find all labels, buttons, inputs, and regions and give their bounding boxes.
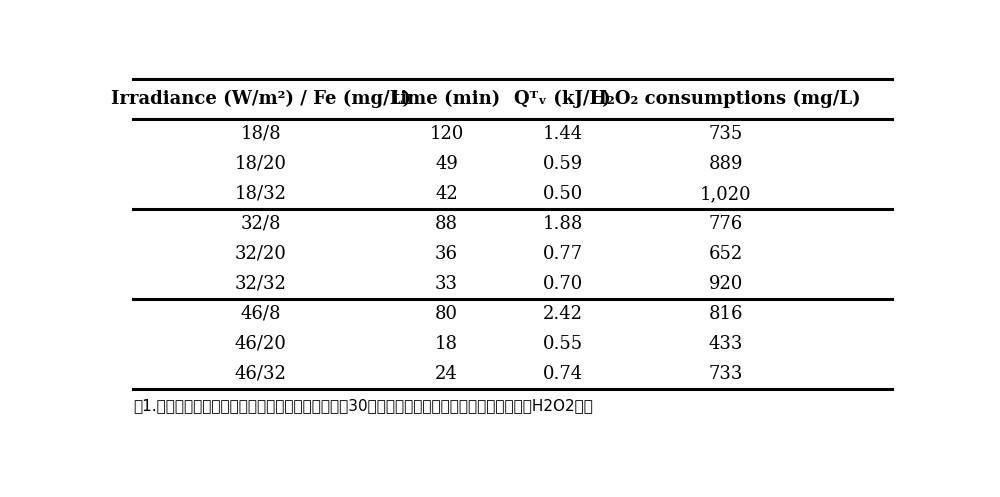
Text: Qᵁᵥ (kJ/L): Qᵁᵥ (kJ/L)	[514, 90, 611, 108]
Text: 1.88: 1.88	[543, 215, 583, 233]
Text: 733: 733	[708, 365, 743, 383]
Text: 0.55: 0.55	[543, 335, 583, 353]
Text: 120: 120	[429, 125, 464, 143]
Text: 18/8: 18/8	[240, 125, 281, 143]
Text: 889: 889	[708, 155, 743, 173]
Text: 24: 24	[435, 365, 458, 383]
Text: 0.59: 0.59	[543, 155, 583, 173]
Text: 88: 88	[435, 215, 458, 233]
Text: 18: 18	[435, 335, 458, 353]
Text: 18/32: 18/32	[235, 185, 287, 203]
Text: 652: 652	[708, 245, 743, 263]
Text: 42: 42	[435, 185, 458, 203]
Text: 46/32: 46/32	[235, 365, 287, 383]
Text: 0.50: 0.50	[543, 185, 583, 203]
Text: 0.70: 0.70	[543, 275, 583, 293]
Text: 46/8: 46/8	[240, 305, 281, 323]
Text: 433: 433	[708, 335, 743, 353]
Text: 32/8: 32/8	[240, 215, 281, 233]
Text: H₂O₂ consumptions (mg/L): H₂O₂ consumptions (mg/L)	[590, 90, 861, 108]
Text: 0.77: 0.77	[543, 245, 583, 263]
Text: 735: 735	[708, 125, 743, 143]
Text: 80: 80	[435, 305, 458, 323]
Text: 32/20: 32/20	[235, 245, 287, 263]
Text: 816: 816	[708, 305, 743, 323]
Text: 2.42: 2.42	[543, 305, 583, 323]
Text: 18/20: 18/20	[235, 155, 287, 173]
Text: 36: 36	[435, 245, 458, 263]
Text: 0.74: 0.74	[543, 365, 583, 383]
Text: 32/32: 32/32	[235, 275, 287, 293]
Text: Irradiance (W/m²) / Fe (mg/L): Irradiance (W/m²) / Fe (mg/L)	[111, 90, 411, 108]
Text: 776: 776	[708, 215, 743, 233]
Text: time (min): time (min)	[392, 90, 501, 108]
Text: 1,020: 1,020	[700, 185, 751, 203]
Text: 920: 920	[708, 275, 743, 293]
Text: 49: 49	[435, 155, 458, 173]
Text: 1.44: 1.44	[543, 125, 583, 143]
Text: 表1.在不同的鐵濃度和紫外線照射水平組合下，達到30的甲化作用所需的實驗時間、累積能量和H2O2消耗: 表1.在不同的鐵濃度和紫外線照射水平組合下，達到30的甲化作用所需的實驗時間、累…	[133, 398, 593, 414]
Text: 46/20: 46/20	[235, 335, 287, 353]
Text: 33: 33	[435, 275, 458, 293]
